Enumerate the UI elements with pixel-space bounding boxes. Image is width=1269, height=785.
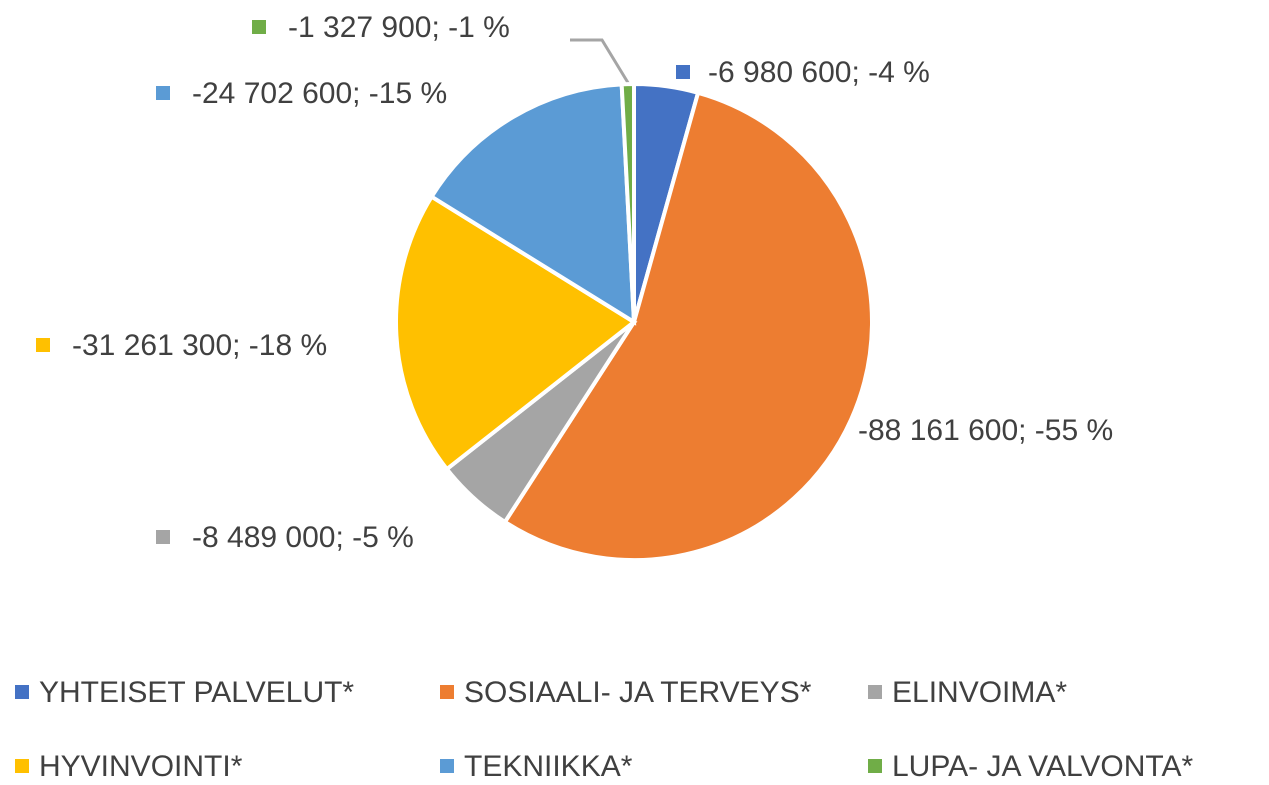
- data-label: -8 489 000; -5 %: [192, 521, 414, 554]
- legend-label: HYVINVOINTI*: [39, 750, 243, 783]
- legend-label: SOSIAALI- JA TERVEYS*: [464, 676, 812, 709]
- pie-slice: [428, 82, 637, 326]
- pie-slice: [502, 90, 874, 562]
- pie-slice: [394, 193, 638, 472]
- legend-marker: [440, 685, 454, 699]
- data-label: -31 261 300; -18 %: [72, 329, 327, 362]
- data-label-marker: [156, 530, 170, 544]
- legend-marker: [868, 685, 882, 699]
- data-label-marker: [36, 338, 50, 352]
- legend-marker: [440, 759, 454, 773]
- legend-label: ELINVOIMA*: [892, 676, 1067, 709]
- legend-marker: [868, 759, 882, 773]
- data-label: -24 702 600; -15 %: [192, 77, 447, 110]
- legend-marker: [15, 685, 29, 699]
- legend-label: LUPA- JA VALVONTA*: [892, 750, 1194, 783]
- legend-label: YHTEISET PALVELUT*: [39, 676, 354, 709]
- data-label-marker: [252, 20, 266, 34]
- data-label-marker: [156, 86, 170, 100]
- legend-label: TEKNIIKKA*: [464, 750, 633, 783]
- data-label: -88 161 600; -55 %: [858, 414, 1113, 447]
- leader-line: [570, 38, 632, 87]
- legend-marker: [15, 759, 29, 773]
- data-label-marker: [676, 65, 690, 79]
- pie-slice: [619, 81, 636, 323]
- data-label: -1 327 900; -1 %: [288, 11, 510, 44]
- data-label: -6 980 600; -4 %: [708, 56, 930, 89]
- data-label-marker: [816, 423, 830, 437]
